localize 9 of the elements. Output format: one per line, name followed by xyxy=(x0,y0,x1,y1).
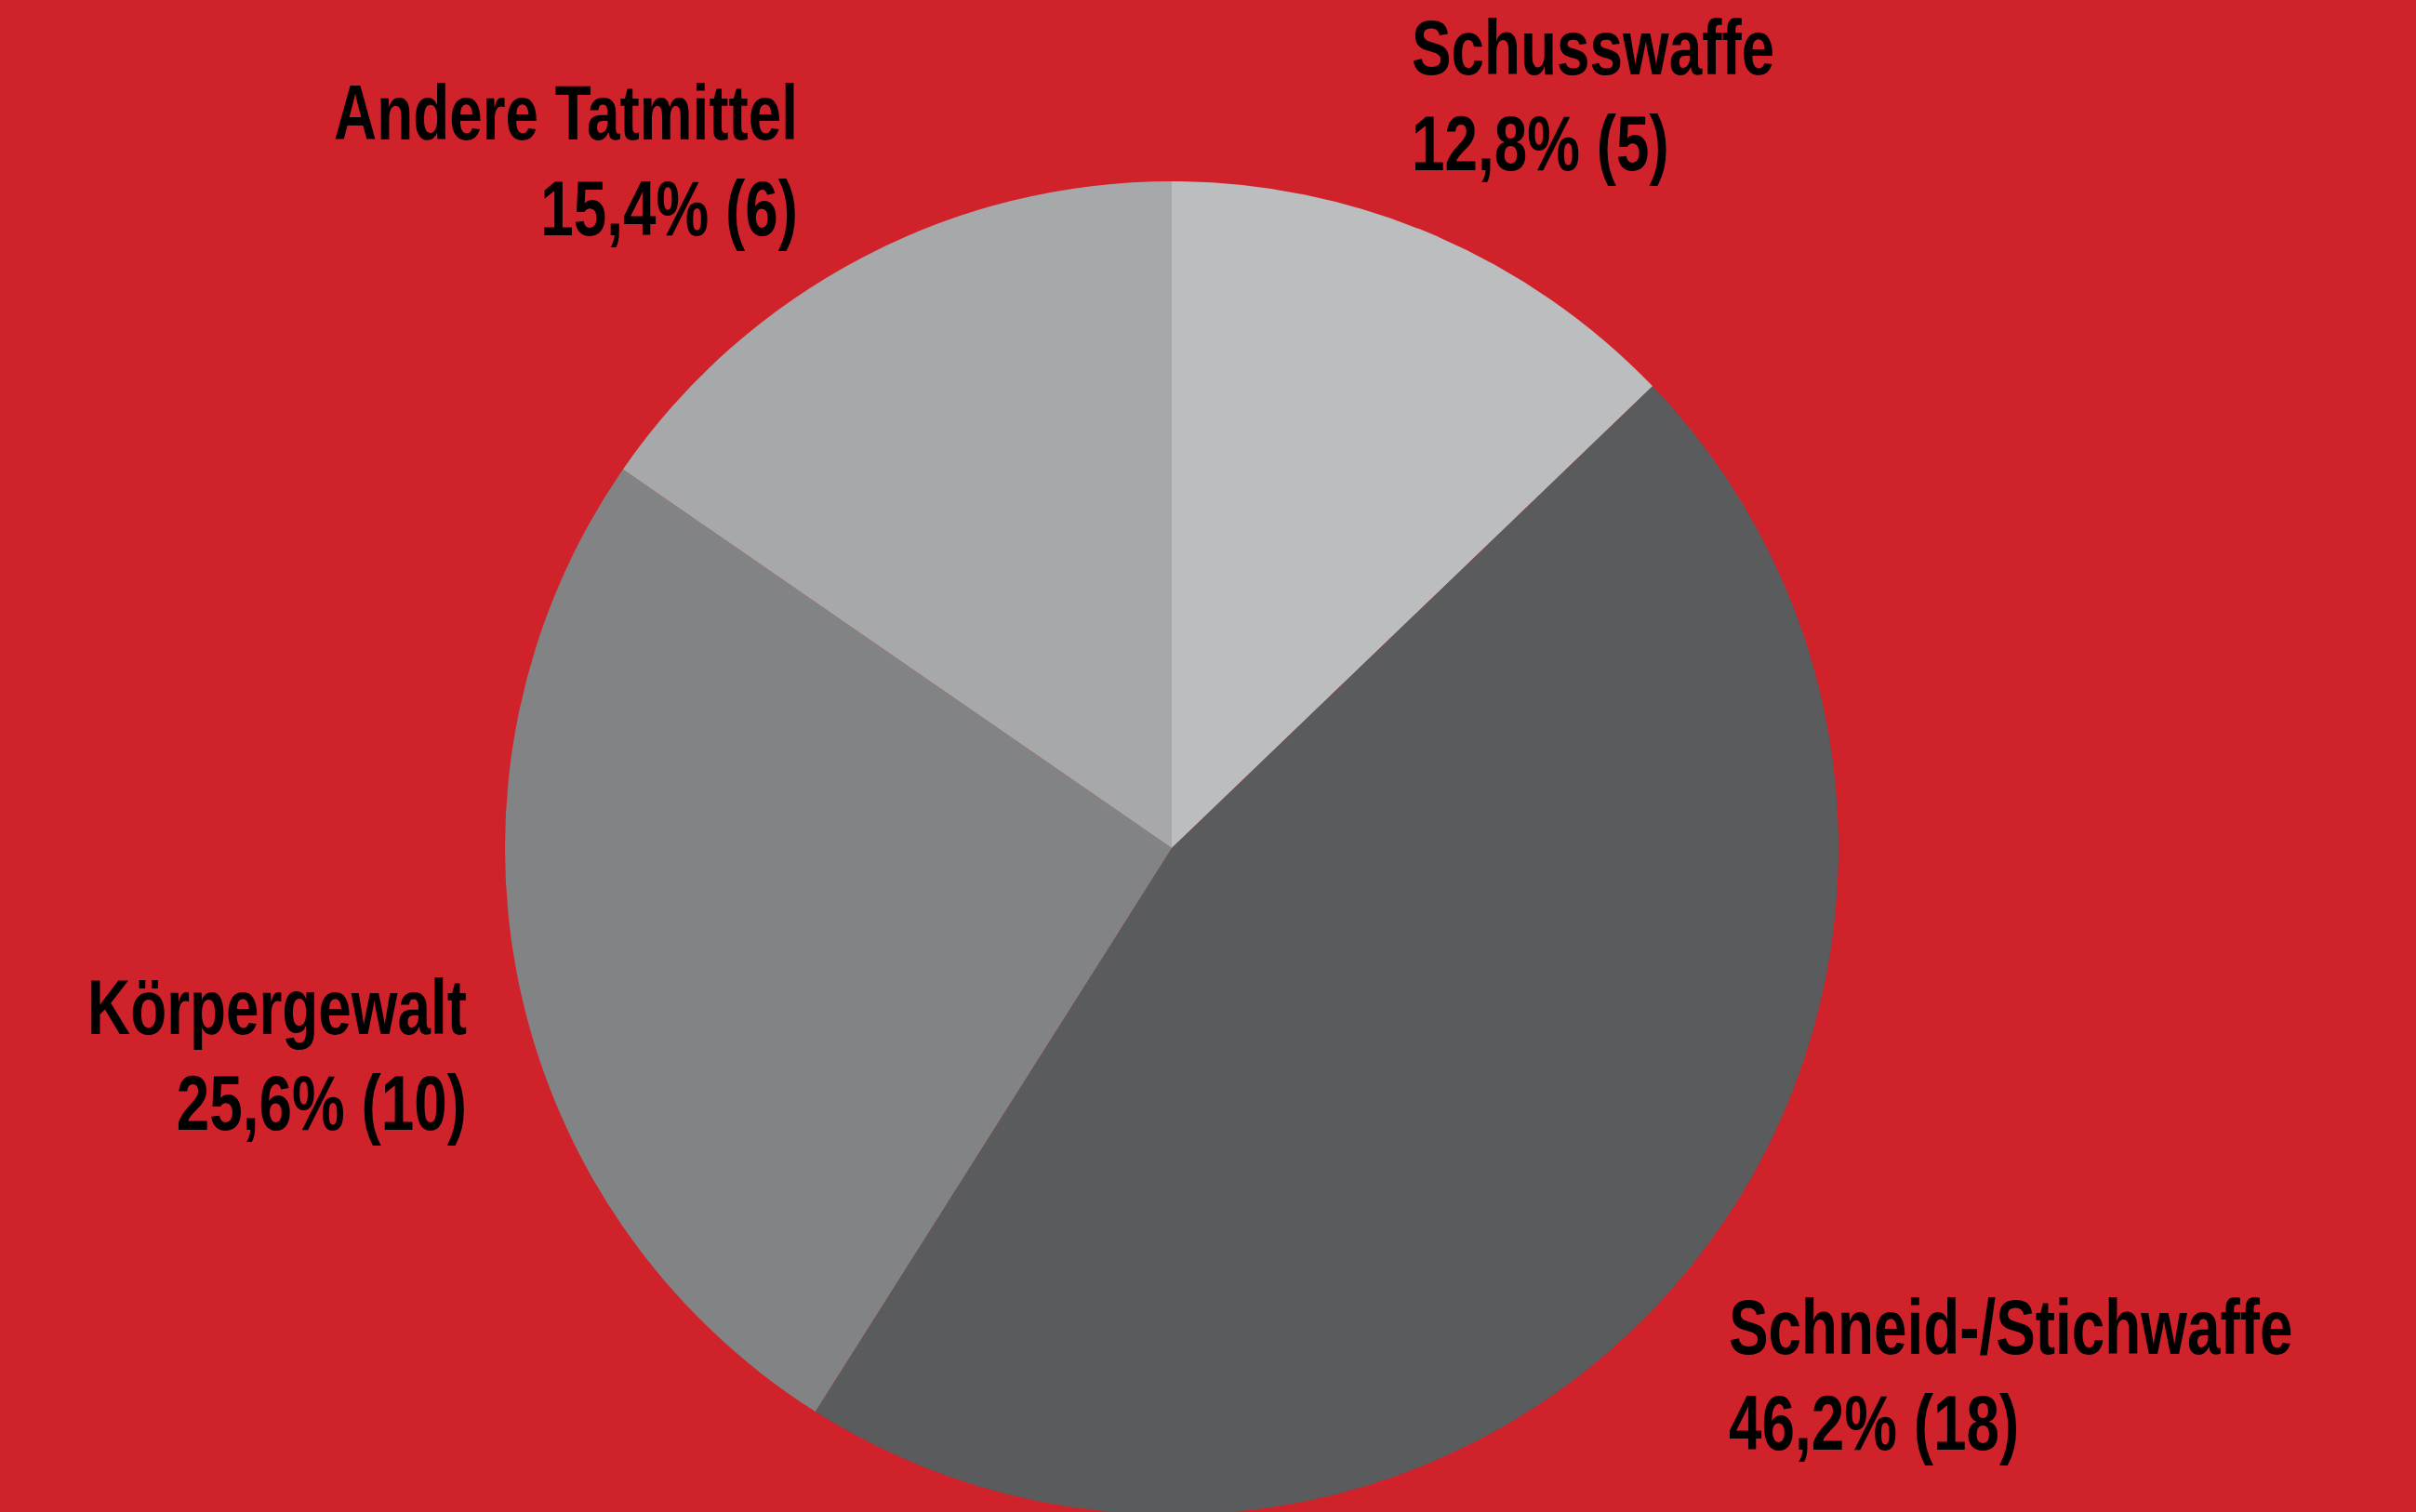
slice-label: Andere Tatmittel xyxy=(334,68,798,157)
pie-slice xyxy=(505,469,1172,1412)
slice-label: Schneid-/Stichwaffe xyxy=(1729,1282,2293,1372)
data-label: 25,6% (10) xyxy=(176,1058,467,1147)
data-label: 12,8% (5) xyxy=(1412,99,1669,188)
data-label: 15,4% (6) xyxy=(540,164,798,253)
data-label: 46,2% (18) xyxy=(1729,1378,2020,1467)
slice-label: Schusswaffe xyxy=(1412,3,1775,92)
slice-label: Körpergewalt xyxy=(87,962,467,1052)
